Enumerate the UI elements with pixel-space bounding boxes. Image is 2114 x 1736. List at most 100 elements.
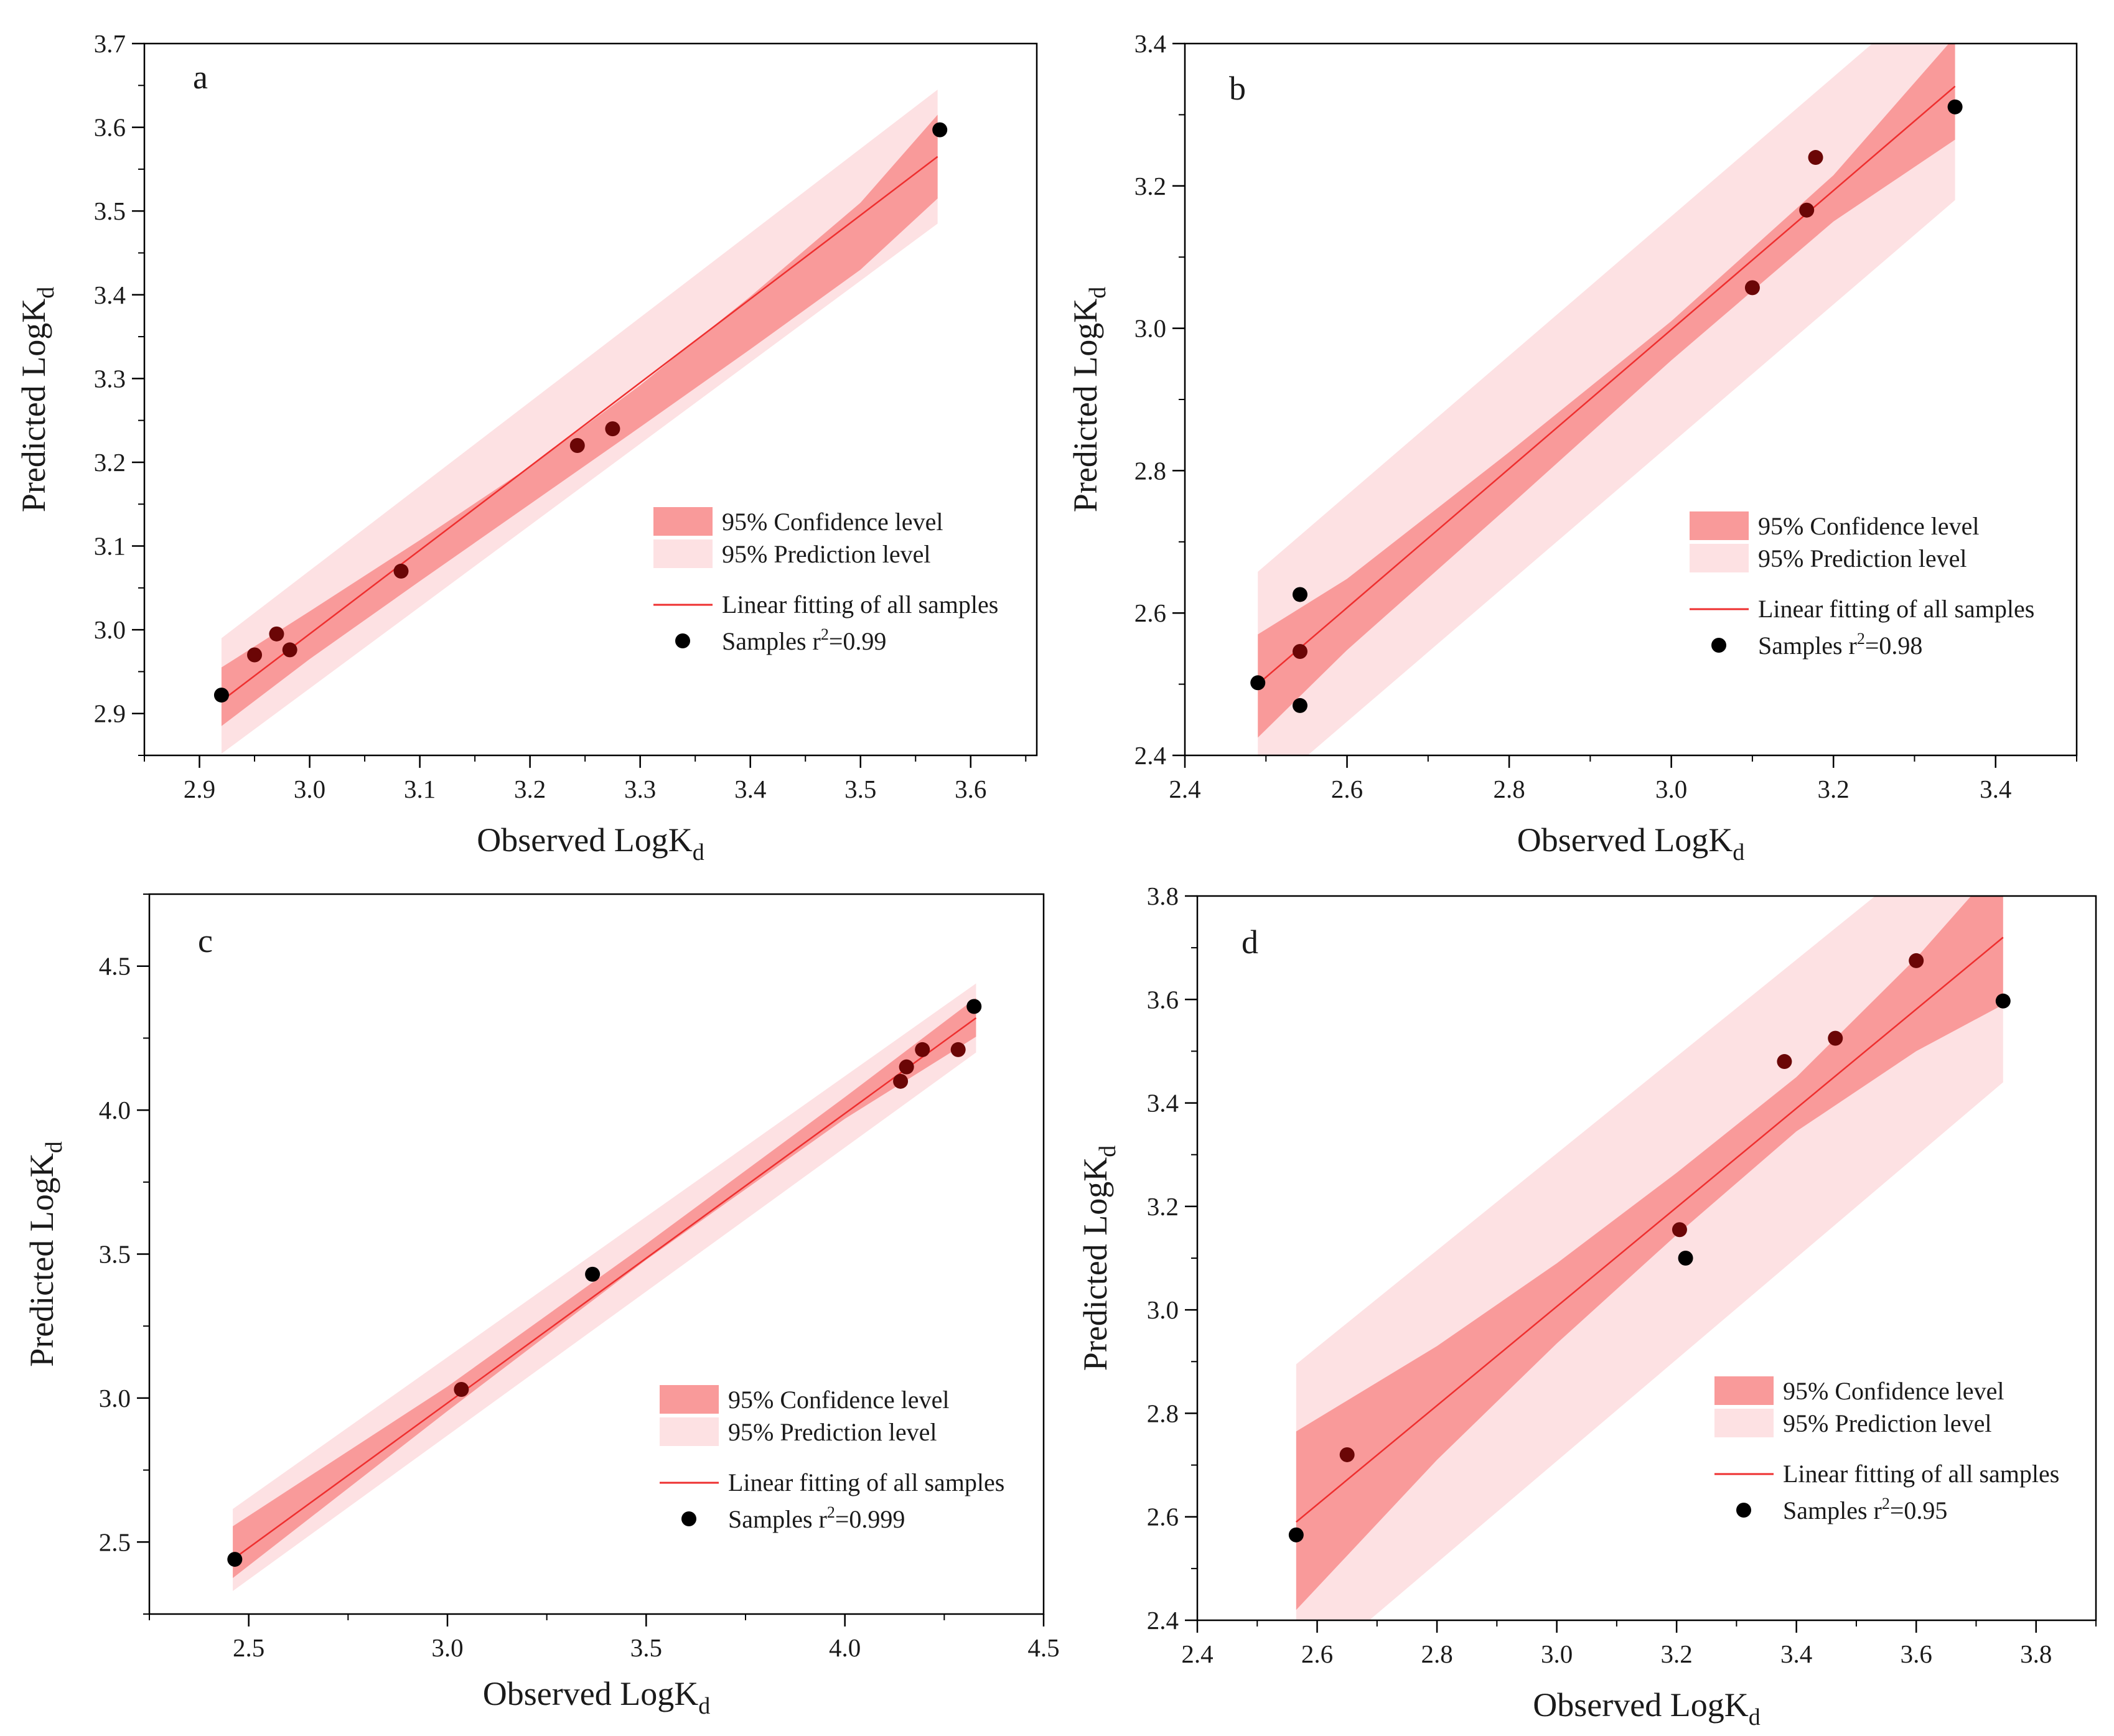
y-tick-label: 2.9 bbox=[94, 699, 126, 728]
fit-line bbox=[221, 156, 938, 702]
y-axis-title-main: Predicted LogK bbox=[15, 299, 52, 512]
x-tick-label: 4.5 bbox=[1027, 1633, 1059, 1662]
legend-prediction-swatch bbox=[660, 1417, 719, 1446]
y-tick-label: 3.6 bbox=[1147, 985, 1179, 1014]
legend-fit-label: Linear fitting of all samples bbox=[1758, 595, 2034, 623]
panel-label: a bbox=[193, 58, 208, 96]
data-point bbox=[269, 626, 284, 642]
data-point bbox=[1672, 1222, 1687, 1238]
x-tick-label: 2.6 bbox=[1331, 775, 1363, 803]
x-tick-label: 2.4 bbox=[1169, 775, 1200, 803]
legend-confidence-swatch bbox=[1690, 511, 1749, 540]
x-tick-label: 3.5 bbox=[630, 1633, 662, 1662]
data-point bbox=[1799, 202, 1815, 218]
x-tick-label: 2.5 bbox=[233, 1633, 264, 1662]
legend-r2-superscript: 2 bbox=[821, 625, 829, 643]
x-axis-title-main: Observed LogK bbox=[477, 821, 692, 859]
data-point bbox=[1909, 953, 1924, 968]
legend-confidence-swatch bbox=[653, 507, 713, 536]
legend-fit-label: Linear fitting of all samples bbox=[722, 590, 998, 618]
data-point bbox=[950, 1042, 966, 1057]
x-tick-label: 3.0 bbox=[431, 1633, 463, 1662]
legend-confidence-label: 95% Confidence level bbox=[722, 508, 943, 536]
legend-r2-superscript: 2 bbox=[1857, 630, 1865, 648]
y-tick-label: 2.6 bbox=[1134, 599, 1166, 627]
legend-prediction-swatch bbox=[1690, 544, 1749, 572]
y-axis-title: Predicted LogKd bbox=[1067, 287, 1111, 512]
y-tick-label: 3.4 bbox=[1147, 1089, 1179, 1118]
data-point bbox=[605, 421, 620, 437]
y-axis-title-sub: d bbox=[41, 1141, 67, 1153]
legend-confidence-label: 95% Confidence level bbox=[728, 1386, 949, 1414]
y-tick-label: 3.4 bbox=[94, 281, 126, 309]
x-tick-label: 3.3 bbox=[624, 775, 656, 803]
data-point bbox=[585, 1266, 601, 1282]
y-tick-label: 3.0 bbox=[1147, 1295, 1179, 1324]
x-axis-title-sub: d bbox=[698, 1693, 710, 1719]
legend-r2-superscript: 2 bbox=[827, 1503, 835, 1521]
x-tick-label: 3.6 bbox=[955, 775, 986, 803]
data-point bbox=[1292, 587, 1307, 602]
legend-prediction-label: 95% Prediction level bbox=[722, 540, 930, 568]
legend-samples-text: Samples r bbox=[1783, 1496, 1882, 1524]
x-tick-label: 2.4 bbox=[1181, 1640, 1213, 1668]
legend-confidence-swatch bbox=[660, 1385, 719, 1414]
legend-sample-marker bbox=[681, 1511, 696, 1526]
legend-fit-label: Linear fitting of all samples bbox=[1783, 1460, 2059, 1488]
y-tick-label: 3.0 bbox=[94, 615, 126, 644]
x-tick-label: 3.0 bbox=[294, 775, 325, 803]
panel-a: 2.9 3.0 3.1 3.2 3.3 3.4 3.5 3.6 2.9 3.0 3.1 3.2 3.3 3… bbox=[15, 29, 1038, 866]
y-tick-label: 3.6 bbox=[94, 113, 126, 142]
panel-label: c bbox=[198, 922, 213, 959]
y-tick-label: 3.0 bbox=[99, 1384, 131, 1412]
x-tick-label: 3.2 bbox=[1818, 775, 1850, 803]
legend-prediction-swatch bbox=[653, 539, 713, 568]
y-tick-label: 2.8 bbox=[1147, 1399, 1179, 1427]
legend: 95% Confidence level 95% Prediction level… bbox=[653, 507, 998, 655]
x-tick-label: 3.0 bbox=[1655, 775, 1687, 803]
y-axis-title-main: Predicted LogK bbox=[1067, 299, 1104, 512]
data-point bbox=[247, 647, 263, 663]
y-axis-title-sub: d bbox=[1085, 287, 1111, 299]
y-tick-label: 4.0 bbox=[99, 1096, 131, 1124]
legend-samples-text: Samples r bbox=[728, 1505, 827, 1533]
x-tick-label: 3.0 bbox=[1541, 1640, 1573, 1668]
panel-label: b bbox=[1229, 70, 1246, 107]
x-axis-title: Observed LogKd bbox=[1533, 1686, 1760, 1730]
legend-confidence-label: 95% Confidence level bbox=[1783, 1377, 2004, 1405]
data-point bbox=[915, 1042, 930, 1057]
y-tick-label: 3.5 bbox=[94, 197, 126, 225]
legend-samples-label: Samples r2=0.999 bbox=[728, 1503, 905, 1533]
x-tick-label: 3.4 bbox=[1780, 1640, 1812, 1668]
y-tick-label: 3.5 bbox=[99, 1240, 131, 1269]
panel-b: 2.4 2.6 2.8 3.0 3.2 3.4 2.4 2.6 2.8 3.0 3.2 3.4 b Obs… bbox=[1067, 29, 2078, 866]
data-point bbox=[932, 122, 948, 138]
y-tick-label: 3.4 bbox=[1134, 29, 1166, 58]
legend-samples-label: Samples r2=0.95 bbox=[1783, 1495, 1947, 1524]
data-point bbox=[1828, 1030, 1843, 1046]
y-tick-label: 4.5 bbox=[99, 952, 131, 981]
x-tick-label: 3.2 bbox=[514, 775, 546, 803]
legend-confidence-label: 95% Confidence level bbox=[1758, 512, 1979, 540]
data-point bbox=[393, 563, 409, 579]
x-axis-title: Observed LogKd bbox=[1517, 821, 1744, 866]
data-point bbox=[1339, 1447, 1355, 1462]
y-tick-label: 2.4 bbox=[1134, 741, 1166, 770]
data-point bbox=[227, 1552, 243, 1567]
x-tick-label: 2.9 bbox=[184, 775, 215, 803]
data-point bbox=[1808, 150, 1823, 166]
x-axis-title: Observed LogKd bbox=[477, 821, 704, 866]
data-point bbox=[966, 999, 982, 1014]
y-tick-label: 3.3 bbox=[94, 364, 126, 393]
data-point bbox=[1995, 993, 2011, 1009]
y-axis-title-main: Predicted LogK bbox=[23, 1153, 60, 1366]
y-tick-label: 3.2 bbox=[1134, 172, 1166, 200]
legend-r2-value: =0.95 bbox=[1890, 1496, 1948, 1524]
x-axis-title: Observed LogKd bbox=[483, 1675, 710, 1719]
legend-r2-value: =0.98 bbox=[1865, 632, 1923, 660]
y-tick-label: 3.1 bbox=[94, 532, 126, 561]
legend-prediction-label: 95% Prediction level bbox=[728, 1418, 937, 1446]
y-axis-title: Predicted LogKd bbox=[1077, 1146, 1121, 1371]
plot-area-c bbox=[232, 983, 977, 1591]
x-tick-label: 3.4 bbox=[1980, 775, 2011, 803]
